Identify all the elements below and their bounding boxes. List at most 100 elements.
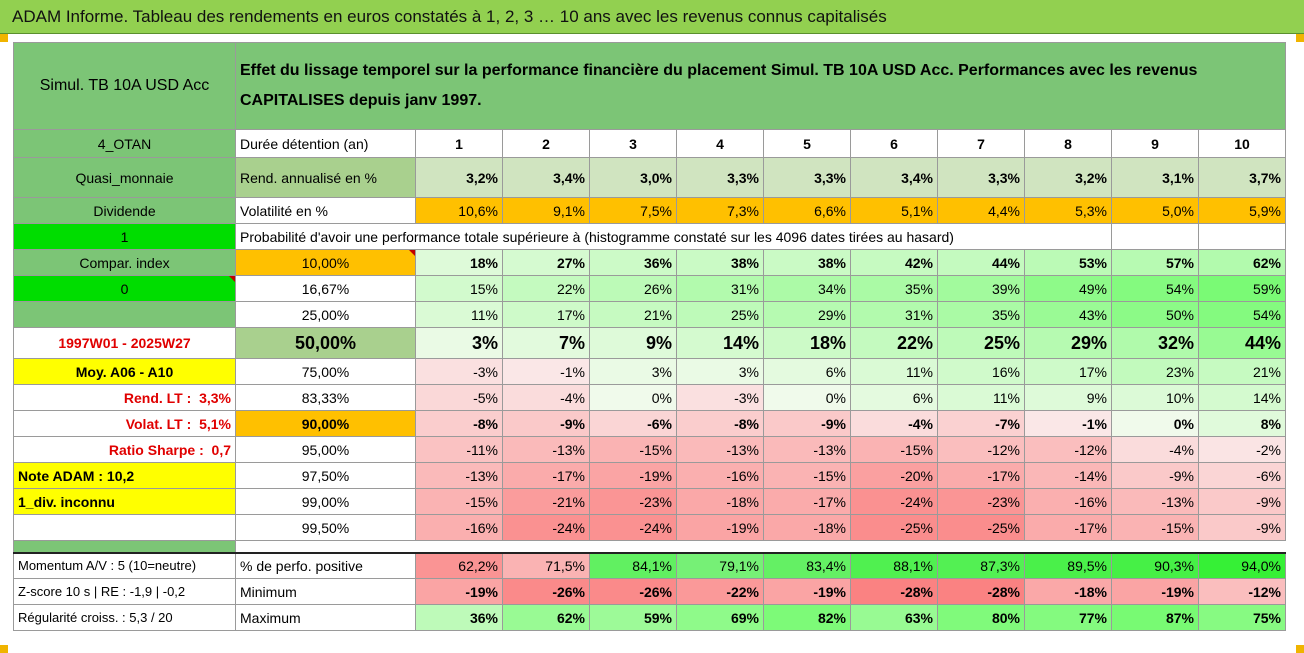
bottom-value: 94,0%	[1198, 551, 1286, 579]
threshold-label: 97,50%	[235, 462, 416, 489]
rend-value: 3,3%	[676, 157, 764, 198]
spacer-cell	[13, 540, 236, 553]
bottom-value: -19%	[1111, 578, 1199, 605]
bottom-value: 63%	[850, 604, 938, 631]
quasi-label: Quasi_monnaie	[13, 157, 236, 198]
volat-lt-text: Volat. LT :	[125, 415, 192, 432]
threshold-value: 8%	[1198, 410, 1286, 437]
threshold-value: -15%	[589, 436, 677, 463]
bottom-left-label: Régularité croiss. : 5,3 / 20	[13, 604, 236, 631]
threshold-value: -13%	[415, 462, 503, 489]
threshold-value: 27%	[502, 249, 590, 276]
bottom-value: -18%	[1024, 578, 1112, 605]
bottom-value: 62%	[502, 604, 590, 631]
bottom-value: -19%	[763, 578, 851, 605]
threshold-value: -6%	[1198, 462, 1286, 489]
one-label: 1	[13, 223, 236, 250]
threshold-value: 49%	[1024, 275, 1112, 302]
bottom-value: 89,5%	[1024, 551, 1112, 579]
bottom-value: 75%	[1198, 604, 1286, 631]
threshold-value: -15%	[1111, 514, 1199, 541]
threshold-value: 50%	[1111, 301, 1199, 328]
threshold-value: 43%	[1024, 301, 1112, 328]
threshold-value: -4%	[850, 410, 938, 437]
threshold-value: 10%	[1111, 384, 1199, 411]
threshold-value: 0%	[589, 384, 677, 411]
period-label: 1997W01 - 2025W27	[13, 327, 236, 359]
threshold-value: -19%	[676, 514, 764, 541]
threshold-value: 11%	[850, 358, 938, 385]
threshold-value: -13%	[763, 436, 851, 463]
vol-value: 7,3%	[676, 197, 764, 224]
threshold-value: 9%	[1024, 384, 1112, 411]
threshold-value: -16%	[676, 462, 764, 489]
threshold-value: -16%	[415, 514, 503, 541]
note-label: Note ADAM : 10,2	[13, 462, 236, 489]
bottom-value: -26%	[589, 578, 677, 605]
threshold-value: -7%	[937, 410, 1025, 437]
threshold-value: -3%	[676, 384, 764, 411]
bottom-value: 62,2%	[415, 551, 503, 579]
bottom-value: 77%	[1024, 604, 1112, 631]
bottom-value: -19%	[415, 578, 503, 605]
volat-lt: Volat. LT : 5,1%	[13, 410, 236, 437]
zero-label: 0	[13, 275, 236, 302]
threshold-value: 57%	[1111, 249, 1199, 276]
bottom-left-label: Z-score 10 s | RE : -1,9 | -0,2	[13, 578, 236, 605]
threshold-value: -12%	[1024, 436, 1112, 463]
rend-value: 3,7%	[1198, 157, 1286, 198]
threshold-value: -18%	[763, 514, 851, 541]
rend-value: 3,3%	[763, 157, 851, 198]
corner-marker	[0, 645, 8, 653]
threshold-value: 34%	[763, 275, 851, 302]
threshold-value: -13%	[1111, 488, 1199, 515]
threshold-value: 26%	[589, 275, 677, 302]
year-header: 8	[1024, 129, 1112, 158]
threshold-value: 31%	[676, 275, 764, 302]
spacer-cell	[235, 540, 1286, 553]
threshold-value: 38%	[676, 249, 764, 276]
threshold-value: -24%	[589, 514, 677, 541]
rend-value: 3,3%	[937, 157, 1025, 198]
bottom-value: 79,1%	[676, 551, 764, 579]
threshold-value: 11%	[937, 384, 1025, 411]
threshold-value: 18%	[763, 327, 851, 359]
blank-cell	[13, 301, 236, 328]
year-header: 6	[850, 129, 938, 158]
threshold-value: 31%	[850, 301, 938, 328]
threshold-label: 95,00%	[235, 436, 416, 463]
threshold-value: 44%	[1198, 327, 1286, 359]
threshold-value: 3%	[415, 327, 503, 359]
threshold-value: -9%	[763, 410, 851, 437]
threshold-label: 16,67%	[235, 275, 416, 302]
bottom-value: 36%	[415, 604, 503, 631]
threshold-value: -4%	[1111, 436, 1199, 463]
year-header: 3	[589, 129, 677, 158]
threshold-value: 38%	[763, 249, 851, 276]
threshold-value: 21%	[589, 301, 677, 328]
threshold-label: 10,00%	[235, 249, 416, 276]
threshold-value: -24%	[502, 514, 590, 541]
vol-value: 10,6%	[415, 197, 503, 224]
threshold-value: -9%	[1198, 488, 1286, 515]
threshold-value: -9%	[1111, 462, 1199, 489]
threshold-value: -1%	[502, 358, 590, 385]
returns-table: Simul. TB 10A USD Acc Effet du lissage t…	[13, 42, 1286, 631]
threshold-value: -18%	[676, 488, 764, 515]
threshold-value: 39%	[937, 275, 1025, 302]
threshold-value: 35%	[850, 275, 938, 302]
threshold-value: -9%	[502, 410, 590, 437]
threshold-label: 83,33%	[235, 384, 416, 411]
bottom-value: 87,3%	[937, 551, 1025, 579]
threshold-value: 53%	[1024, 249, 1112, 276]
bottom-value: 84,1%	[589, 551, 677, 579]
threshold-value: 29%	[763, 301, 851, 328]
threshold-value: 54%	[1111, 275, 1199, 302]
rend-value: 3,4%	[850, 157, 938, 198]
moy-label: Moy. A06 - A10	[13, 358, 236, 385]
bottom-value: -26%	[502, 578, 590, 605]
bottom-row-label: % de perfo. positive	[235, 551, 416, 579]
bottom-value: 80%	[937, 604, 1025, 631]
threshold-value: 17%	[1024, 358, 1112, 385]
threshold-label: 99,50%	[235, 514, 416, 541]
